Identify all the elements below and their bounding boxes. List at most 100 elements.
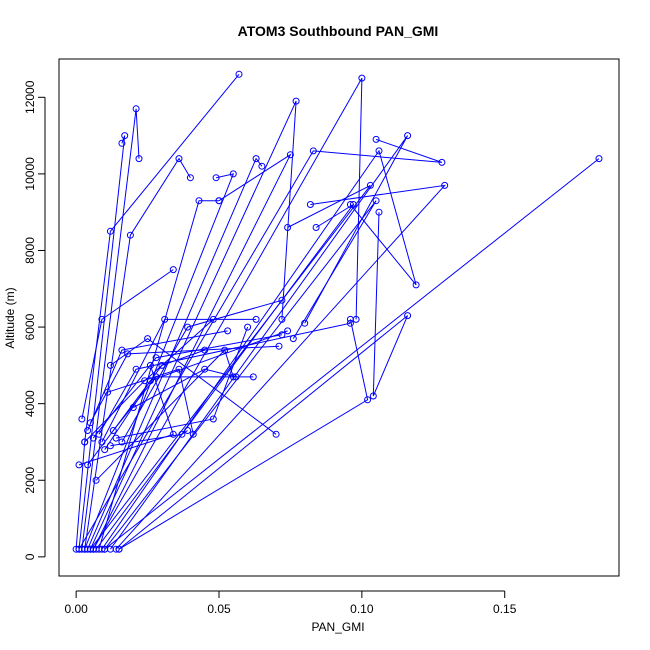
- series-36: [118, 296, 286, 446]
- data-point: [441, 181, 449, 189]
- series-line: [110, 337, 277, 435]
- data-point: [106, 361, 114, 369]
- data-point: [101, 545, 109, 553]
- data-point: [364, 396, 372, 404]
- data-point: [272, 430, 280, 438]
- data-point: [312, 224, 320, 231]
- series-1: [72, 70, 243, 553]
- data-point: [169, 430, 177, 438]
- data-point: [144, 335, 152, 343]
- series-31: [104, 365, 197, 438]
- series-30: [92, 346, 237, 484]
- series-line: [87, 349, 205, 466]
- data-point: [404, 312, 412, 320]
- data-point: [124, 350, 132, 358]
- series-line: [104, 158, 600, 550]
- data-point: [309, 147, 317, 155]
- data-point: [101, 446, 109, 454]
- data-point: [215, 197, 223, 205]
- data-point: [189, 430, 197, 438]
- series-34: [106, 335, 280, 438]
- data-point: [175, 155, 183, 163]
- series-line: [118, 212, 409, 550]
- y-axis-title: Altitude (m): [3, 287, 17, 348]
- data-point: [195, 197, 203, 205]
- series-line: [78, 135, 126, 550]
- data-point: [78, 415, 86, 423]
- series-line: [101, 318, 257, 443]
- series-line: [104, 200, 377, 550]
- data-point: [346, 315, 354, 323]
- series-23: [86, 342, 283, 427]
- data-point: [92, 476, 100, 484]
- data-point: [106, 442, 114, 450]
- series-line: [89, 100, 297, 550]
- data-point: [118, 438, 126, 446]
- data-point: [118, 139, 126, 147]
- series-22: [84, 327, 232, 434]
- data-point: [235, 70, 243, 78]
- data-point: [106, 227, 114, 235]
- data-point: [275, 342, 283, 350]
- data-point: [95, 430, 103, 438]
- series-line: [107, 368, 194, 435]
- data-point: [258, 162, 266, 170]
- data-point: [278, 296, 286, 304]
- data-point: [372, 197, 380, 205]
- x-tick-label: 0.05: [207, 602, 231, 616]
- series-line: [84, 173, 235, 550]
- data-point: [152, 354, 160, 362]
- data-point: [158, 361, 166, 369]
- data-point: [115, 545, 123, 553]
- series-line: [78, 365, 174, 466]
- data-point: [121, 132, 129, 140]
- y-tick-label: 4000: [23, 390, 37, 417]
- data-point: [184, 323, 192, 331]
- data-point: [146, 361, 154, 369]
- data-point: [249, 373, 257, 381]
- series-line: [133, 368, 237, 408]
- data-point: [252, 315, 260, 323]
- series-line: [84, 157, 191, 550]
- series-8: [75, 135, 446, 553]
- series-line: [75, 73, 240, 550]
- data-point: [229, 170, 237, 178]
- data-point: [98, 315, 106, 323]
- series-2: [75, 132, 129, 553]
- data-point: [404, 132, 412, 140]
- data-point: [184, 427, 192, 434]
- data-point: [306, 201, 314, 208]
- data-point: [375, 208, 383, 216]
- series-33: [75, 361, 177, 469]
- data-point: [161, 315, 169, 323]
- series-line: [98, 322, 351, 435]
- series-line: [98, 200, 219, 550]
- data-point: [286, 151, 294, 159]
- series-19: [101, 197, 380, 553]
- data-point: [229, 373, 237, 381]
- x-axis: 0.00 0.05 0.10 0.15: [64, 590, 517, 616]
- data-point: [209, 415, 217, 423]
- data-point: [178, 430, 186, 438]
- series-32: [84, 346, 209, 469]
- y-tick-label: 0: [23, 553, 37, 560]
- x-axis-title: PAN_GMI: [311, 620, 364, 634]
- series-line: [121, 299, 283, 443]
- x-tick-label: 0.15: [493, 602, 517, 616]
- data-point: [175, 365, 183, 373]
- data-point: [89, 434, 97, 442]
- y-tick-label: 10000: [23, 157, 37, 191]
- series-layer: [72, 70, 603, 553]
- data-point: [244, 323, 252, 331]
- series-line: [89, 345, 280, 424]
- data-point: [75, 461, 83, 469]
- data-point: [112, 434, 120, 442]
- y-tick-label: 2000: [23, 467, 37, 494]
- data-point: [201, 365, 209, 373]
- series-37: [129, 365, 240, 411]
- y-tick-label: 6000: [23, 313, 37, 340]
- series-12: [112, 181, 449, 553]
- series-line: [92, 153, 292, 550]
- series-line: [78, 138, 443, 550]
- data-point: [349, 201, 357, 208]
